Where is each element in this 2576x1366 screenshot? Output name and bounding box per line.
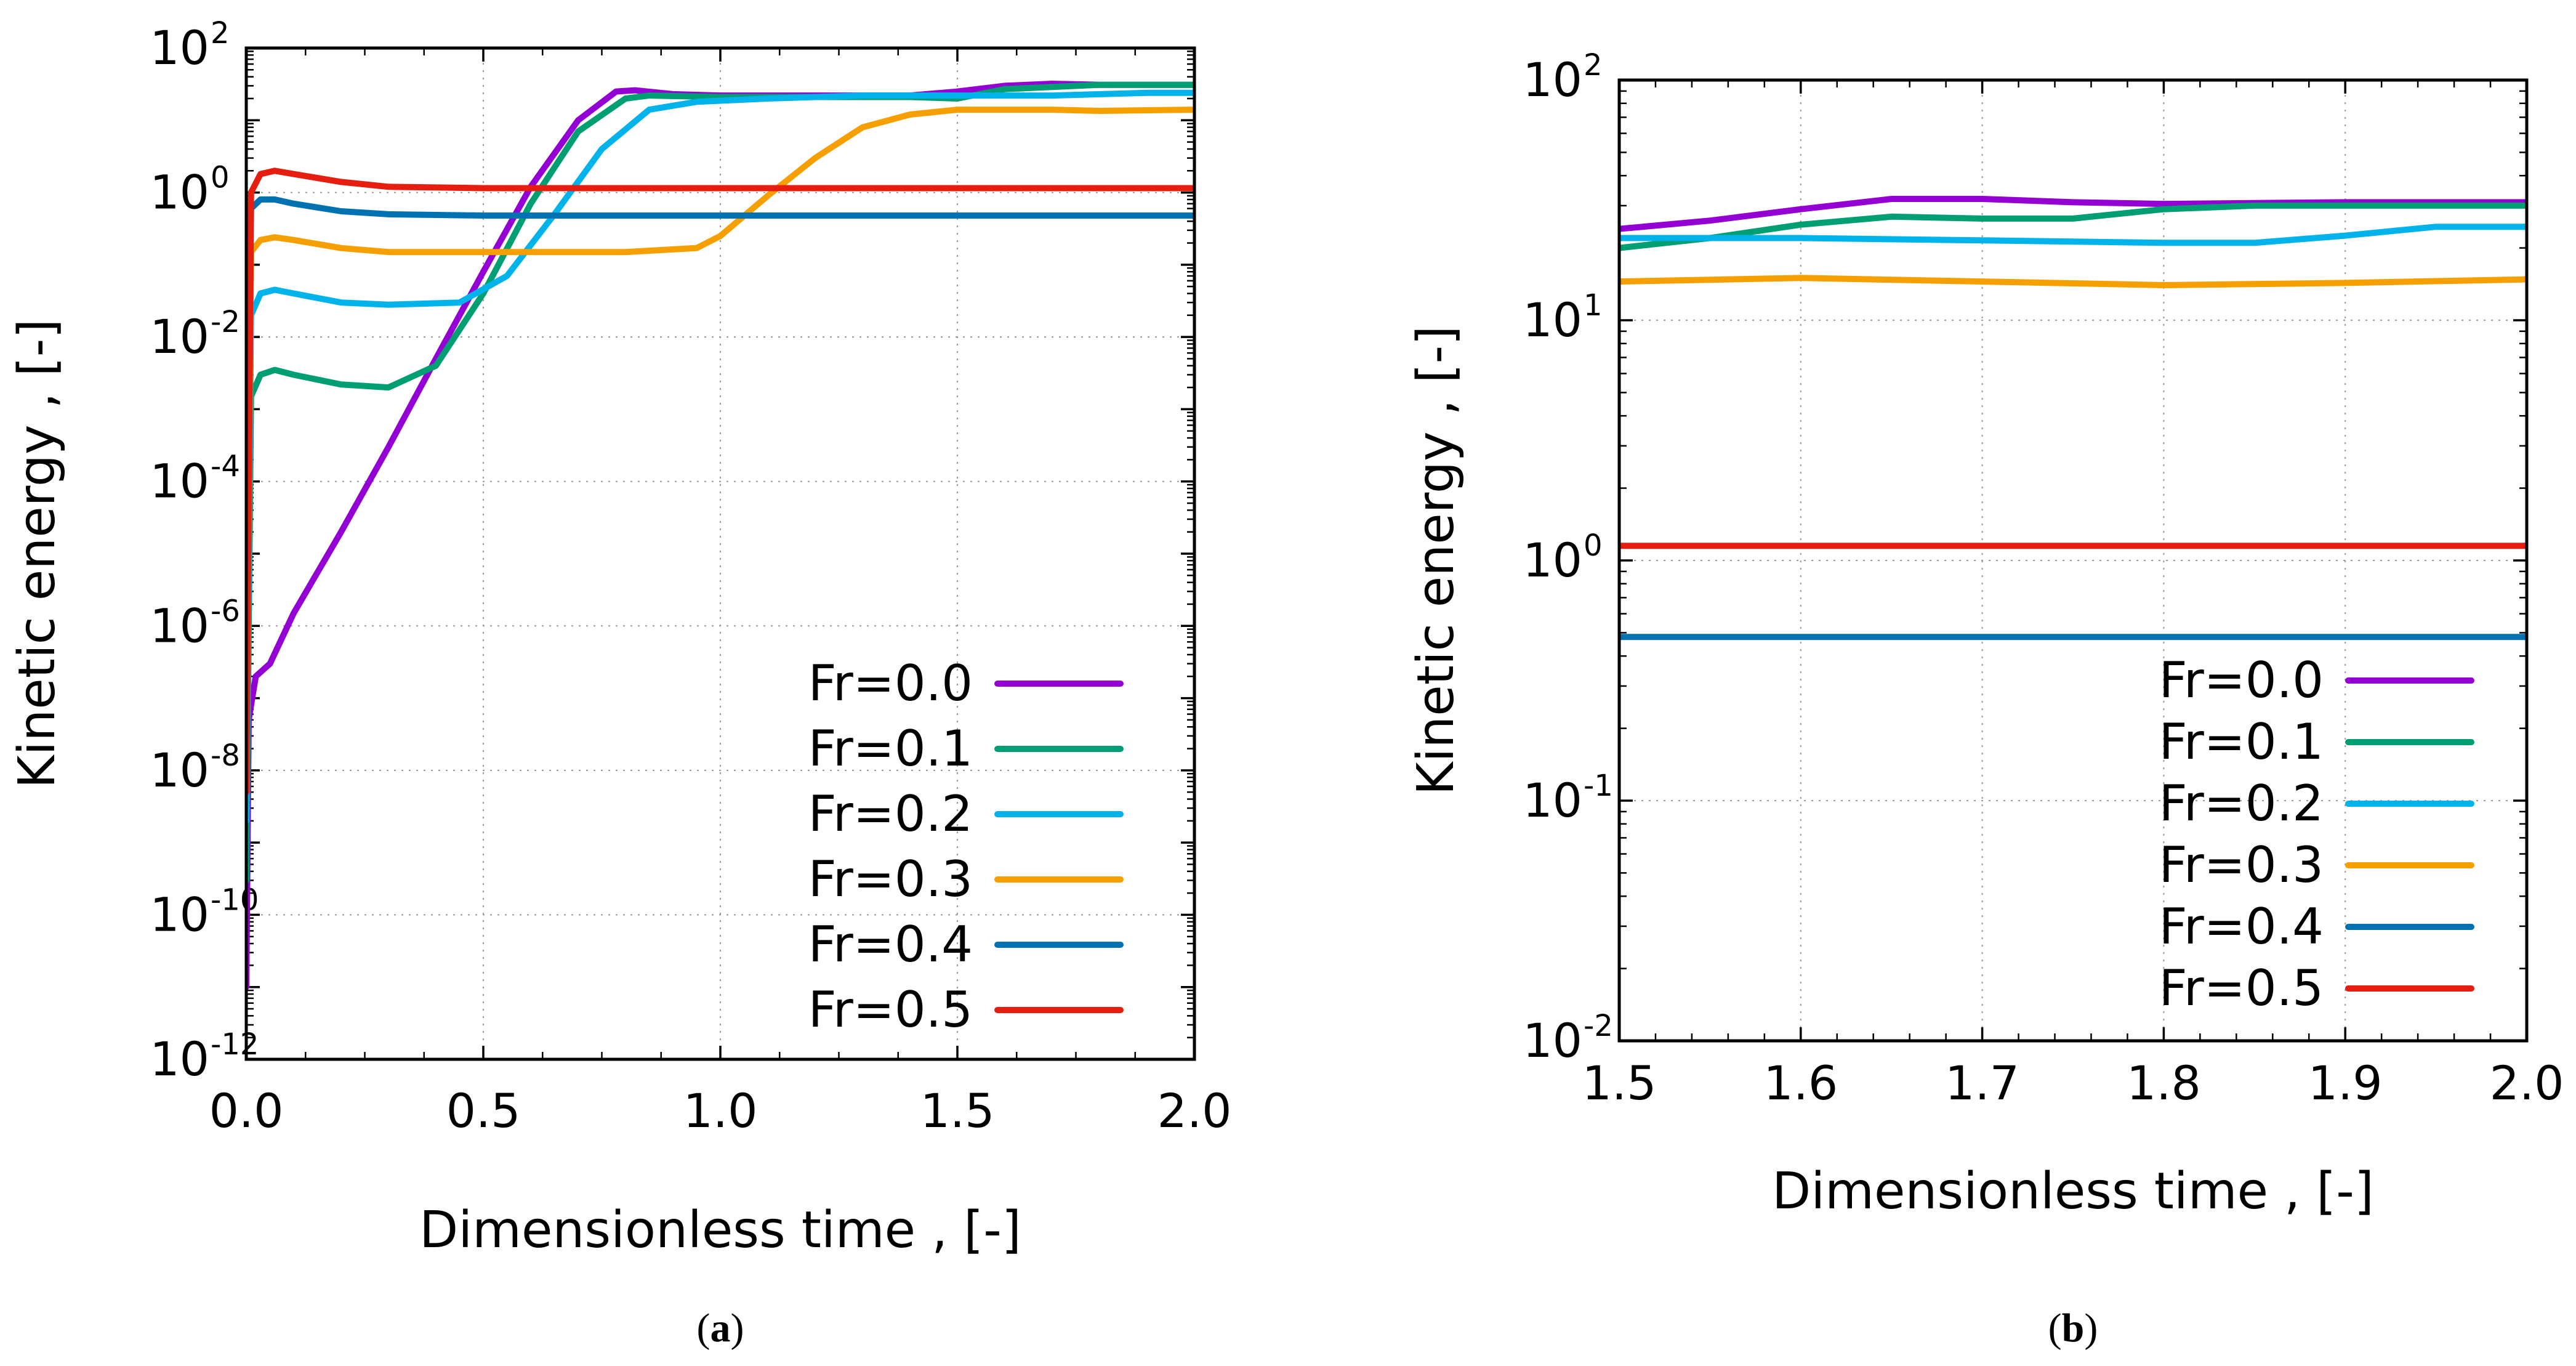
x-tick-label: 1.5: [920, 1083, 995, 1138]
panel-caption: (b): [2048, 1306, 2098, 1351]
legend: Fr=0.0Fr=0.1Fr=0.2Fr=0.3Fr=0.4Fr=0.5: [2159, 652, 2474, 1017]
series-line-fr03: [246, 107, 1194, 796]
y-tick-exponent: -6: [211, 594, 240, 628]
legend-label: Fr=0.0: [2159, 652, 2324, 709]
x-tick-label: 1.0: [683, 1083, 758, 1138]
x-tick-label: 0.0: [209, 1083, 284, 1138]
y-tick-label: 10: [150, 887, 209, 942]
x-tick-label: 2.0: [1157, 1083, 1232, 1138]
y-tick-exponent: -10: [211, 883, 259, 917]
legend: Fr=0.0 Fr=0.1 Fr=0.2 Fr=0.3 Fr=0.4 Fr=0.5: [808, 655, 1124, 1038]
x-tick-label: 1.8: [2127, 1056, 2201, 1110]
y-tick-label: 10: [150, 309, 209, 364]
y-tick-exponent: 2: [1584, 48, 1603, 83]
y-tick-label: 10: [1523, 773, 1582, 828]
series-line-fr04: [246, 196, 1194, 796]
y-tick-label: 10: [150, 20, 209, 75]
legend-label: Fr=0.1: [2159, 713, 2324, 770]
legend-label: Fr=0.1: [808, 720, 973, 777]
y-tick-label: 10: [150, 454, 209, 509]
y-tick-label: 10: [1523, 293, 1582, 347]
series-group: [246, 81, 1194, 990]
caption-open: (: [2048, 1306, 2062, 1351]
y-tick-label: 10: [150, 598, 209, 653]
y-axis-label: Kinetic energy , [-]: [1407, 326, 1465, 796]
x-axis-label: Dimensionless time , [-]: [419, 1201, 1021, 1259]
caption-close: ): [731, 1306, 744, 1351]
y-tick-exponent: 2: [211, 16, 230, 51]
legend-label: Fr=0.4: [2159, 898, 2324, 955]
y-tick-label: 10: [1523, 1013, 1582, 1068]
y-tick-label: 10: [150, 743, 209, 798]
caption-letter: b: [2062, 1306, 2085, 1351]
series-line-fr05: [246, 168, 1194, 796]
y-tick-exponent: -12: [211, 1027, 259, 1062]
caption-close: ): [2084, 1306, 2098, 1351]
y-axis-label: Kinetic energy , [-]: [8, 319, 66, 789]
x-tick-label: 1.9: [2308, 1056, 2383, 1110]
legend-label: Fr=0.5: [2159, 960, 2324, 1017]
series-line-fr01: [1619, 202, 2527, 251]
legend-label: Fr=0.2: [2159, 775, 2324, 832]
x-tick-label: 1.6: [1763, 1056, 1838, 1110]
y-tick-label: 10: [1523, 533, 1582, 588]
y-tick-exponent: 0: [211, 161, 230, 195]
series-line-fr03: [1619, 275, 2527, 288]
series-line-fr02: [1619, 224, 2527, 246]
y-tick-exponent: -1: [1584, 769, 1613, 803]
series-group: [1619, 196, 2527, 641]
y-tick-exponent: 1: [1584, 288, 1603, 323]
series-line-fr00: [246, 81, 1194, 990]
x-tick-label: 0.5: [446, 1083, 521, 1138]
y-tick-exponent: -2: [1584, 1009, 1613, 1043]
legend-label: Fr=0.2: [808, 785, 973, 843]
y-tick-label: 10: [1523, 52, 1582, 107]
y-tick-exponent: -8: [211, 738, 240, 773]
y-tick-exponent: 0: [1584, 528, 1603, 563]
plot-frame: [244, 46, 1196, 1061]
legend-label: Fr=0.4: [808, 916, 973, 973]
legend-label: Fr=0.3: [808, 851, 973, 908]
x-tick-label: 1.7: [1945, 1056, 2019, 1110]
x-tick-label: 2.0: [2490, 1056, 2564, 1110]
x-tick-label: 1.5: [1582, 1056, 1657, 1110]
caption-open: (: [697, 1306, 710, 1351]
legend-label: Fr=0.0: [808, 655, 973, 712]
y-tick-exponent: -2: [211, 305, 240, 339]
legend-label: Fr=0.5: [808, 981, 973, 1038]
y-tick-label: 10: [150, 165, 209, 220]
x-axis-label: Dimensionless time , [-]: [1772, 1162, 2374, 1221]
plot-frame: [1617, 78, 2529, 1043]
legend-label: Fr=0.3: [2159, 836, 2324, 894]
y-tick-label: 10: [150, 1032, 209, 1086]
caption-letter: a: [710, 1306, 731, 1351]
y-tick-exponent: -4: [211, 450, 240, 484]
panel-caption: (a): [697, 1306, 744, 1351]
